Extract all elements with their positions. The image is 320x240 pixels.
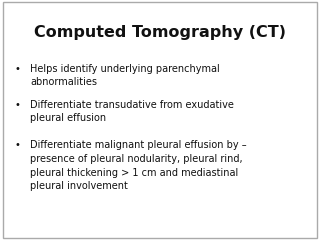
Text: Helps identify underlying parenchymal
abnormalities: Helps identify underlying parenchymal ab… [30,64,220,87]
Text: •: • [15,64,20,74]
Text: •: • [15,140,20,150]
Text: Differentiate malignant pleural effusion by –
presence of pleural nodularity, pl: Differentiate malignant pleural effusion… [30,140,247,191]
Text: •: • [15,100,20,110]
Text: Differentiate transudative from exudative
pleural effusion: Differentiate transudative from exudativ… [30,100,234,123]
Text: Computed Tomography (CT): Computed Tomography (CT) [34,25,286,40]
